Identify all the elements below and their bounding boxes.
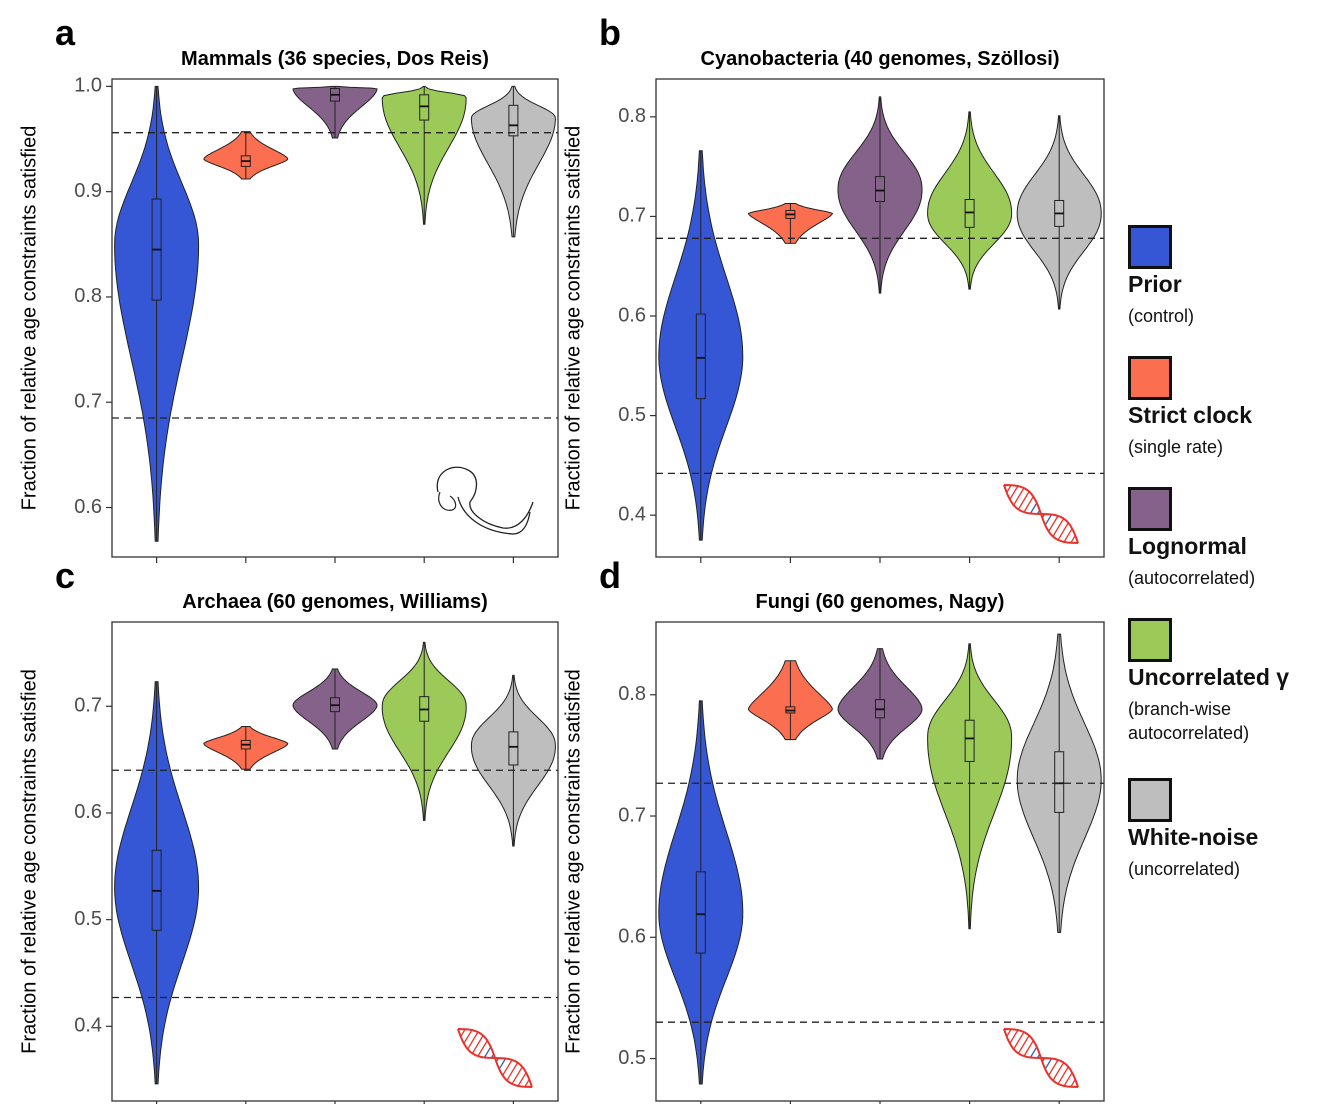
legend-swatch bbox=[1128, 778, 1172, 822]
legend-item-whitenoise: White-noise (uncorrelated) bbox=[1128, 778, 1318, 909]
y-tick-label: 0.8 bbox=[618, 683, 646, 705]
legend-description: (single rate) bbox=[1128, 437, 1224, 457]
legend-label: Strict clock bbox=[1128, 402, 1252, 428]
panel-b: b Cyanobacteria (40 genomes, Szöllosi) Fra… bbox=[562, 12, 1105, 563]
y-axis-label: Fraction of relative age constraints sat… bbox=[18, 126, 40, 511]
y-tick-label: 0.5 bbox=[618, 404, 646, 426]
y-axis-label: Fraction of relative age constraints sat… bbox=[562, 126, 584, 511]
legend-label: White-noise bbox=[1128, 824, 1259, 850]
y-tick-label: 0.7 bbox=[74, 695, 102, 717]
y-tick-label: 0.5 bbox=[74, 908, 102, 930]
legend: Prior (control) Strict clock (single rate) L… bbox=[1128, 225, 1318, 909]
legend-description: (uncorrelated) bbox=[1128, 859, 1241, 879]
legend-swatch bbox=[1128, 618, 1172, 662]
panel-title: Mammals (36 species, Dos Reis) bbox=[181, 48, 489, 70]
dna-icon bbox=[1003, 1028, 1079, 1088]
panel-c: c Archaea (60 genomes, Williams) Fraction … bbox=[18, 555, 559, 1104]
panel-title: Fungi (60 genomes, Nagy) bbox=[756, 591, 1005, 613]
legend-label: Prior bbox=[1128, 271, 1182, 297]
box bbox=[508, 104, 519, 137]
y-tick-label: 0.8 bbox=[618, 105, 646, 127]
box bbox=[695, 313, 706, 400]
y-tick-label: 0.6 bbox=[74, 801, 102, 823]
legend-item-prior: Prior (control) bbox=[1128, 225, 1318, 356]
y-tick-label: 1.0 bbox=[74, 75, 102, 97]
mammoth-icon bbox=[436, 466, 534, 535]
y-tick-label: 0.7 bbox=[618, 804, 646, 826]
y-tick-label: 0.5 bbox=[618, 1047, 646, 1069]
plot-frame bbox=[655, 78, 1105, 558]
y-tick-label: 0.9 bbox=[74, 180, 102, 202]
box bbox=[1054, 751, 1065, 813]
legend-item-lognormal: Lognormal (autocorrelated) bbox=[1128, 487, 1318, 618]
panel-title: Cyanobacteria (40 genomes, Szöllosi) bbox=[701, 48, 1060, 70]
box bbox=[964, 719, 975, 762]
plot-frame bbox=[111, 621, 559, 1102]
box bbox=[964, 198, 975, 228]
legend-swatch bbox=[1128, 356, 1172, 400]
panel-letter: b bbox=[599, 12, 621, 53]
y-axis-label: Fraction of relative age constraints sat… bbox=[562, 669, 584, 1054]
y-tick-label: 0.6 bbox=[74, 496, 102, 518]
panel-letter: d bbox=[599, 555, 621, 596]
y-tick-label: 0.8 bbox=[74, 285, 102, 307]
legend-swatch bbox=[1128, 487, 1172, 531]
legend-label: Uncorrelated γ bbox=[1128, 664, 1290, 690]
panel-title: Archaea (60 genomes, Williams) bbox=[182, 591, 488, 613]
legend-label: Lognormal bbox=[1128, 533, 1247, 559]
dna-icon bbox=[457, 1028, 533, 1088]
y-tick-label: 0.7 bbox=[74, 391, 102, 413]
panel-d: d Fungi (60 genomes, Nagy) Fraction of rel… bbox=[562, 555, 1105, 1104]
plot-frame bbox=[655, 621, 1105, 1102]
y-tick-label: 0.6 bbox=[618, 304, 646, 326]
plot-frame bbox=[111, 78, 559, 558]
box bbox=[419, 94, 430, 121]
panel-a: a Mammals (36 species, Dos Reis) Fraction … bbox=[18, 12, 559, 563]
legend-description: (autocorrelated) bbox=[1128, 568, 1256, 588]
legend-description: (control) bbox=[1128, 306, 1195, 326]
panel-letter: c bbox=[55, 555, 75, 596]
legend-swatch bbox=[1128, 225, 1172, 269]
legend-description: (branch-wise autocorrelated) bbox=[1128, 699, 1250, 743]
dna-icon bbox=[1003, 484, 1079, 544]
y-tick-label: 0.7 bbox=[618, 205, 646, 227]
box bbox=[508, 731, 519, 766]
y-axis-label: Fraction of relative age constraints sat… bbox=[18, 669, 40, 1054]
y-tick-label: 0.4 bbox=[618, 503, 646, 525]
y-tick-label: 0.4 bbox=[74, 1015, 102, 1037]
box bbox=[695, 871, 706, 954]
panel-letter: a bbox=[55, 12, 76, 53]
box bbox=[875, 176, 885, 202]
legend-item-strict: Strict clock (single rate) bbox=[1128, 356, 1318, 487]
legend-item-ugamma: Uncorrelated γ (branch-wise autocorrelate… bbox=[1128, 618, 1318, 778]
y-tick-label: 0.6 bbox=[618, 926, 646, 948]
